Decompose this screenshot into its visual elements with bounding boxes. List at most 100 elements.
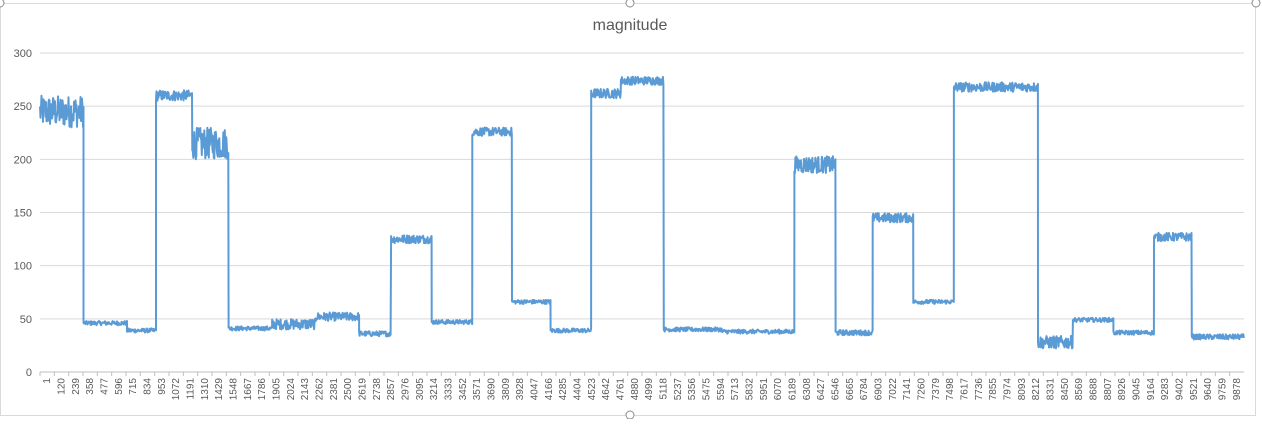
x-tick-label: 7260 <box>917 378 928 401</box>
x-tick-label: 8807 <box>1103 378 1114 401</box>
x-tick-label: 4761 <box>616 378 627 401</box>
x-tick-label: 6308 <box>802 378 813 401</box>
y-tick-label: 200 <box>14 154 32 166</box>
x-tick-label: 2500 <box>343 378 354 401</box>
x-tick-label: 1667 <box>243 378 254 401</box>
resize-handle-top-right[interactable] <box>1251 0 1261 8</box>
x-tick-label: 9283 <box>1160 378 1171 401</box>
x-tick-label: 1429 <box>214 378 225 401</box>
x-tick-label: 3809 <box>501 378 512 401</box>
x-tick-label: 4404 <box>573 378 584 401</box>
x-tick-label: 5951 <box>759 378 770 401</box>
x-tick-label: 6189 <box>788 378 799 401</box>
series-group <box>39 75 1245 350</box>
y-axis-tick-labels: 0 50 100 150 200 250 300 <box>14 48 32 379</box>
x-tick-label: 1310 <box>200 378 211 401</box>
y-tick-label: 50 <box>20 314 32 326</box>
x-tick-label: 5594 <box>716 378 727 401</box>
x-tick-label: 2738 <box>372 378 383 401</box>
x-tick-label: 5475 <box>702 378 713 401</box>
x-tick-label: 7736 <box>974 378 985 401</box>
x-tick-label: 834 <box>143 378 154 395</box>
x-tick-label: 8212 <box>1031 378 1042 401</box>
x-tick-label: 7855 <box>988 378 999 401</box>
x-tick-label: 5237 <box>673 378 684 401</box>
x-tick-label: 3928 <box>515 378 526 401</box>
x-tick-label: 4880 <box>630 378 641 401</box>
x-tick-label: 7141 <box>902 378 913 401</box>
x-tick-label: 1905 <box>272 378 283 401</box>
x-tick-label: 8331 <box>1046 378 1057 401</box>
x-tick-label: 3214 <box>429 378 440 401</box>
x-tick-label: 2143 <box>300 378 311 401</box>
x-tick-label: 5713 <box>730 378 741 401</box>
x-tick-label: 5356 <box>687 378 698 401</box>
x-axis-tick-labels: 1 120 239 358 477 596 715 834 953 1072 1191 1310 142… <box>39 372 1243 401</box>
x-tick-label: 1 <box>42 378 53 384</box>
x-tick-label: 7974 <box>1003 378 1014 401</box>
y-tick-label: 300 <box>14 48 32 60</box>
x-tick-label: 5118 <box>659 378 670 400</box>
x-tick-label: 2381 <box>329 378 340 401</box>
x-tick-label: 3452 <box>458 378 469 401</box>
x-tick-label: 7379 <box>931 378 942 401</box>
chart-title: magnitude <box>593 17 668 34</box>
x-tick-label: 6784 <box>859 378 870 401</box>
x-tick-label: 9878 <box>1232 378 1243 401</box>
x-tick-label: 8450 <box>1060 378 1071 401</box>
x-tick-label: 1786 <box>257 378 268 401</box>
x-tick-label: 1191 <box>186 378 197 400</box>
x-tick-label: 2262 <box>315 378 326 401</box>
x-tick-label: 596 <box>114 378 125 395</box>
x-tick-label: 4047 <box>530 378 541 401</box>
resize-handle-bottom-middle[interactable] <box>625 410 635 420</box>
x-tick-label: 6427 <box>816 378 827 401</box>
chart-border <box>0 3 1256 416</box>
x-tick-label: 4642 <box>601 378 612 401</box>
resize-handle-top-left[interactable] <box>0 0 5 8</box>
x-tick-label: 2024 <box>286 378 297 401</box>
x-tick-label: 120 <box>57 378 68 395</box>
x-tick-label: 9640 <box>1203 378 1214 401</box>
x-tick-label: 6070 <box>773 378 784 401</box>
x-tick-label: 953 <box>157 378 168 395</box>
x-tick-label: 7022 <box>888 378 899 401</box>
x-tick-label: 2976 <box>401 378 412 401</box>
x-tick-label: 358 <box>85 378 96 395</box>
x-tick-label: 1548 <box>229 378 240 401</box>
y-tick-label: 250 <box>14 101 32 113</box>
x-tick-label: 4523 <box>587 378 598 401</box>
x-tick-label: 7498 <box>945 378 956 401</box>
x-tick-label: 239 <box>71 378 82 395</box>
x-tick-label: 3571 <box>472 378 483 401</box>
x-tick-label: 6903 <box>874 378 885 401</box>
x-tick-label: 6665 <box>845 378 856 401</box>
x-tick-label: 1072 <box>171 378 182 401</box>
x-tick-label: 4999 <box>644 378 655 401</box>
x-tick-label: 7617 <box>960 378 971 401</box>
x-tick-label: 2619 <box>358 378 369 401</box>
y-tick-label: 150 <box>14 208 32 220</box>
x-tick-label: 3333 <box>444 378 455 401</box>
x-tick-label: 4285 <box>558 378 569 401</box>
resize-handle-top-middle[interactable] <box>625 0 635 8</box>
x-tick-label: 4166 <box>544 378 555 401</box>
x-tick-label: 5832 <box>745 378 756 401</box>
x-tick-label: 715 <box>128 378 139 395</box>
x-tick-label: 9045 <box>1132 378 1143 401</box>
x-tick-label: 8926 <box>1117 378 1128 401</box>
x-tick-label: 3690 <box>487 378 498 401</box>
x-tick-label: 9164 <box>1146 378 1157 401</box>
x-tick-label: 477 <box>100 378 111 395</box>
x-tick-label: 8688 <box>1089 378 1100 401</box>
y-tick-label: 0 <box>26 367 32 379</box>
x-tick-label: 3095 <box>415 378 426 401</box>
x-tick-label: 8569 <box>1074 378 1085 401</box>
x-tick-label: 9402 <box>1175 378 1186 401</box>
x-tick-label: 9759 <box>1218 378 1229 401</box>
x-tick-label: 6546 <box>831 378 842 401</box>
y-tick-label: 100 <box>14 261 32 273</box>
series-line-0 <box>39 75 1245 350</box>
